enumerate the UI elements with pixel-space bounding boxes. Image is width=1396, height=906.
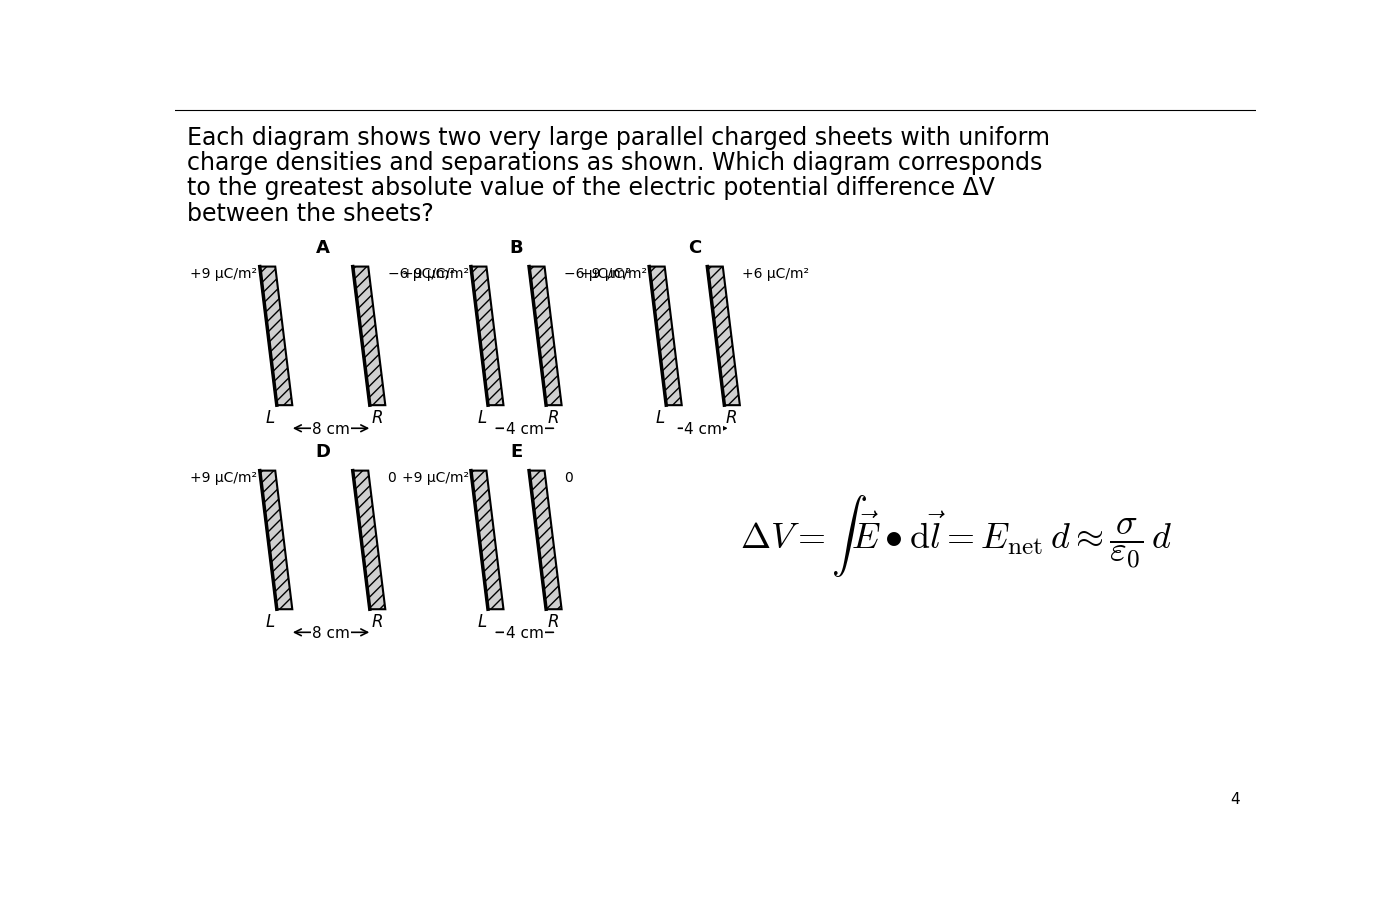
Polygon shape (649, 266, 681, 405)
Polygon shape (470, 470, 504, 609)
Text: 4 cm: 4 cm (684, 421, 722, 437)
Polygon shape (529, 470, 561, 609)
Text: L: L (656, 409, 664, 427)
Text: L: L (477, 409, 486, 427)
Text: $\Delta V = \int \vec{E} \bullet \mathrm{d}\vec{l} = E_{\rm net}\,d \approx \dfr: $\Delta V = \int \vec{E} \bullet \mathrm… (740, 493, 1173, 579)
Text: 4 cm: 4 cm (505, 625, 543, 641)
Text: 8 cm: 8 cm (313, 625, 350, 641)
Text: B: B (510, 239, 524, 257)
Text: L: L (477, 613, 486, 631)
Text: +9 μC/m²: +9 μC/m² (402, 470, 469, 485)
Polygon shape (470, 266, 504, 405)
Text: −6 μC/m²: −6 μC/m² (564, 266, 631, 281)
Text: A: A (315, 239, 329, 257)
Text: L: L (267, 613, 275, 631)
Text: +9 μC/m²: +9 μC/m² (579, 266, 646, 281)
Polygon shape (353, 266, 385, 405)
Polygon shape (260, 266, 292, 405)
Polygon shape (260, 470, 292, 609)
Text: +9 μC/m²: +9 μC/m² (190, 470, 257, 485)
Text: L: L (267, 409, 275, 427)
Text: −6 μC/m²: −6 μC/m² (388, 266, 455, 281)
Text: E: E (510, 443, 522, 461)
Text: +9 μC/m²: +9 μC/m² (190, 266, 257, 281)
Polygon shape (353, 470, 385, 609)
Text: 8 cm: 8 cm (313, 421, 350, 437)
Text: Each diagram shows two very large parallel charged sheets with uniform: Each diagram shows two very large parall… (187, 126, 1050, 149)
Text: R: R (547, 613, 560, 631)
Text: to the greatest absolute value of the electric potential difference ΔV: to the greatest absolute value of the el… (187, 177, 995, 200)
Text: C: C (688, 239, 701, 257)
Text: R: R (547, 409, 560, 427)
Text: +9 μC/m²: +9 μC/m² (402, 266, 469, 281)
Polygon shape (708, 266, 740, 405)
Text: R: R (726, 409, 737, 427)
Polygon shape (529, 266, 561, 405)
Text: R: R (371, 409, 383, 427)
Text: 0: 0 (388, 470, 396, 485)
Text: D: D (315, 443, 329, 461)
Text: 4 cm: 4 cm (505, 421, 543, 437)
Text: +6 μC/m²: +6 μC/m² (743, 266, 810, 281)
Text: R: R (371, 613, 383, 631)
Text: charge densities and separations as shown. Which diagram corresponds: charge densities and separations as show… (187, 151, 1043, 175)
Text: 4: 4 (1230, 793, 1240, 807)
Text: between the sheets?: between the sheets? (187, 202, 434, 226)
Text: 0: 0 (564, 470, 572, 485)
